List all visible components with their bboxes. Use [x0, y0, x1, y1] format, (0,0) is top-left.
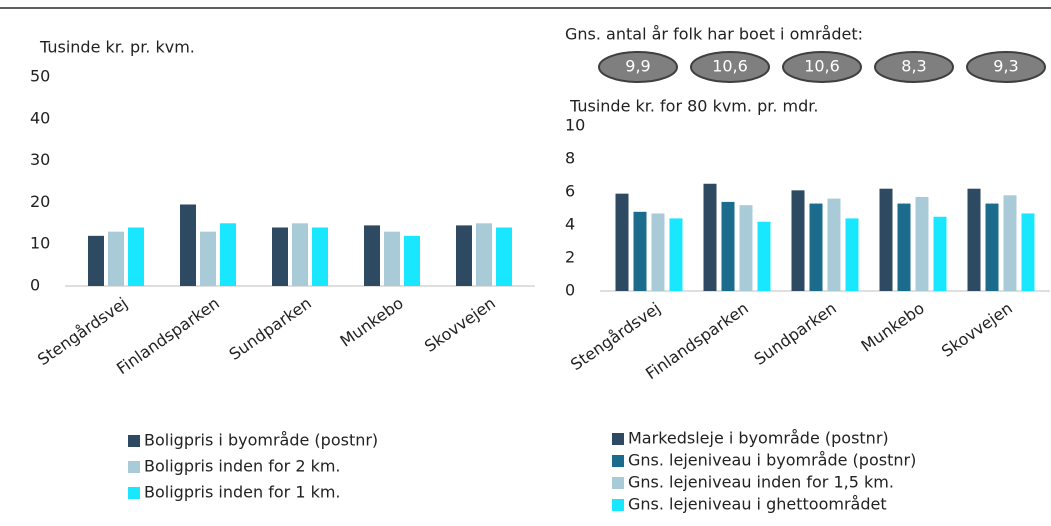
bar: [879, 188, 893, 291]
bar: [933, 216, 947, 291]
bar: [669, 218, 683, 291]
x-tick-label: Sundparken: [225, 293, 314, 364]
bar: [827, 198, 841, 291]
bar: [967, 188, 981, 291]
legend-swatch: [128, 461, 140, 473]
bar: [915, 196, 929, 291]
bar: [220, 223, 236, 286]
y-tick-label: 0: [30, 276, 40, 295]
badge: [690, 51, 770, 83]
x-tick-label: Munkebo: [337, 293, 407, 350]
bar: [651, 213, 665, 291]
y-tick-label: 10: [30, 234, 50, 253]
bar: [272, 227, 288, 286]
y-tick-label: 4: [565, 215, 575, 234]
bar: [791, 190, 805, 291]
bar: [88, 235, 104, 286]
bar: [292, 223, 308, 286]
y-axis-label: Tusinde kr. pr. kvm.: [39, 38, 195, 57]
bar: [985, 203, 999, 291]
bar: [1021, 213, 1035, 291]
legend-swatch: [612, 499, 624, 511]
bar: [476, 223, 492, 286]
x-tick-label: Munkebo: [858, 298, 928, 355]
bar: [615, 193, 629, 291]
x-tick-label: Skovvejen: [421, 293, 499, 356]
legend-label: Boligpris inden for 1 km.: [144, 483, 341, 502]
y-tick-label: 20: [30, 192, 50, 211]
bar: [739, 205, 753, 291]
bar: [456, 225, 472, 286]
bar: [384, 231, 400, 286]
bar: [364, 225, 380, 286]
bar: [897, 203, 911, 291]
legend-swatch: [128, 487, 140, 499]
y-axis-label: Tusinde kr. for 80 kvm. pr. mdr.: [569, 97, 818, 116]
badge: [598, 51, 678, 83]
y-tick-label: 8: [565, 149, 575, 168]
legend-label: Gns. lejeniveau i byområde (postnr): [628, 451, 916, 470]
badge: [782, 51, 862, 83]
x-tick-label: Sundparken: [750, 298, 839, 369]
legend-swatch: [128, 435, 140, 447]
legend-swatch: [612, 433, 624, 445]
legend-label: Gns. lejeniveau inden for 1,5 km.: [628, 473, 894, 492]
y-tick-label: 0: [565, 281, 575, 300]
badge: [874, 51, 954, 83]
bar: [496, 227, 512, 286]
legend-label: Boligpris i byområde (postnr): [144, 431, 378, 450]
bar: [809, 203, 823, 291]
y-tick-label: 6: [565, 182, 575, 201]
bar: [200, 231, 216, 286]
y-tick-label: 50: [30, 67, 50, 86]
badge-label: 9,9: [625, 57, 650, 76]
x-tick-label: Finlandsparken: [113, 293, 223, 378]
bar: [845, 218, 859, 291]
bar: [180, 204, 196, 286]
legend-swatch: [612, 477, 624, 489]
bar: [404, 235, 420, 286]
y-tick-label: 10: [565, 116, 585, 135]
legend-label: Markedsleje i byområde (postnr): [628, 429, 889, 448]
bar: [312, 227, 328, 286]
legend-label: Gns. lejeniveau i ghettoområdet: [628, 495, 887, 514]
bar: [721, 201, 735, 291]
bar: [633, 211, 647, 291]
badge-label: 10,6: [804, 57, 840, 76]
bar: [108, 231, 124, 286]
x-tick-label: Skovvejen: [938, 298, 1016, 361]
badge: [966, 51, 1046, 83]
badge-label: 9,3: [993, 57, 1018, 76]
badge-label: 10,6: [712, 57, 748, 76]
bar: [703, 183, 717, 291]
bar: [757, 221, 771, 291]
bar: [128, 227, 144, 286]
legend-label: Boligpris inden for 2 km.: [144, 457, 341, 476]
y-tick-label: 30: [30, 150, 50, 169]
bar: [1003, 195, 1017, 291]
badge-label: 8,3: [901, 57, 926, 76]
x-tick-label: Stengårdsvej: [34, 293, 131, 369]
annotation: Gns. antal år folk har boet i området:: [565, 25, 863, 44]
y-tick-label: 40: [30, 108, 50, 127]
y-tick-label: 2: [565, 248, 575, 267]
legend-swatch: [612, 455, 624, 467]
